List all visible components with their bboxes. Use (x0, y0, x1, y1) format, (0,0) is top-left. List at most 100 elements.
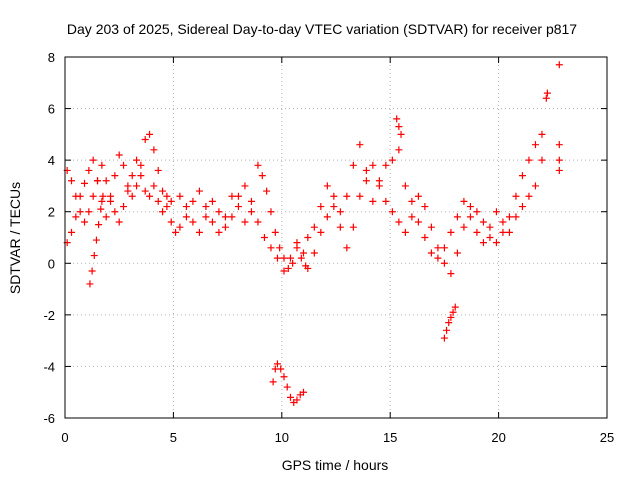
data-point (120, 161, 128, 169)
data-point (221, 213, 229, 221)
data-point (68, 228, 76, 236)
data-point (94, 177, 102, 185)
data-point (189, 197, 197, 205)
data-point (356, 141, 364, 149)
series-c (86, 192, 107, 288)
data-point (81, 179, 89, 187)
data-point (176, 192, 184, 200)
x-tick-label: 5 (170, 430, 177, 445)
data-point (499, 228, 507, 236)
data-point (254, 218, 262, 226)
data-point (141, 136, 149, 144)
data-points (63, 61, 563, 407)
data-point (89, 156, 97, 164)
data-point (92, 236, 100, 244)
data-point (146, 130, 154, 138)
data-point (299, 388, 307, 396)
data-point (479, 239, 487, 247)
data-point (241, 182, 249, 190)
data-point (182, 213, 190, 221)
data-point (283, 383, 291, 391)
data-point (273, 254, 281, 262)
data-point (542, 94, 550, 102)
data-point (277, 365, 285, 373)
data-point (76, 208, 84, 216)
data-point (159, 208, 167, 216)
data-point (286, 393, 294, 401)
data-point (89, 192, 97, 200)
data-point (263, 187, 271, 195)
series-g (304, 94, 550, 278)
data-point (440, 334, 448, 342)
plot-frame (64, 56, 608, 419)
data-point (99, 192, 107, 200)
data-point (284, 264, 292, 272)
series-b (63, 156, 175, 226)
data-point (460, 223, 468, 231)
data-point (163, 203, 171, 211)
data-point (447, 313, 455, 321)
data-point (505, 213, 513, 221)
data-point (267, 208, 275, 216)
data-point (267, 244, 275, 252)
data-point (393, 115, 401, 123)
data-point (215, 228, 223, 236)
data-point (85, 208, 93, 216)
data-point (163, 192, 171, 200)
data-point (408, 197, 416, 205)
data-point (512, 213, 520, 221)
data-point (111, 172, 119, 180)
data-point (154, 166, 162, 174)
data-point (427, 249, 435, 257)
data-point (427, 223, 435, 231)
data-point (72, 213, 80, 221)
data-point (276, 244, 284, 252)
data-point (382, 197, 390, 205)
data-point (234, 203, 242, 211)
data-point (538, 156, 546, 164)
data-point (492, 239, 500, 247)
x-tick-label: 0 (61, 430, 68, 445)
data-point (414, 218, 422, 226)
data-point (473, 208, 481, 216)
data-point (440, 259, 448, 267)
data-point (98, 161, 106, 169)
data-point (228, 192, 236, 200)
data-point (401, 228, 409, 236)
data-point (273, 360, 281, 368)
data-point (555, 61, 563, 69)
data-point (182, 203, 190, 211)
data-point (330, 203, 338, 211)
data-point (167, 218, 175, 226)
data-point (241, 218, 249, 226)
data-point (323, 213, 331, 221)
data-point (362, 166, 370, 174)
data-point (85, 166, 93, 174)
data-point (172, 228, 180, 236)
data-point (486, 223, 494, 231)
data-point (434, 244, 442, 252)
data-point (499, 218, 507, 226)
data-point (115, 151, 123, 159)
x-axis-label: GPS time / hours (282, 457, 389, 473)
x-tick-label: 20 (491, 430, 505, 445)
data-point (128, 172, 136, 180)
data-point (310, 249, 318, 257)
data-point (447, 228, 455, 236)
data-point (280, 267, 288, 275)
data-point (137, 161, 145, 169)
data-point (445, 319, 453, 327)
x-tick-label: 25 (600, 430, 614, 445)
data-point (525, 192, 533, 200)
series-j (393, 61, 563, 174)
data-point (421, 203, 429, 211)
data-point (388, 156, 396, 164)
data-point (137, 172, 145, 180)
data-point (176, 223, 184, 231)
data-point (120, 203, 128, 211)
y-tick-label: 0 (48, 256, 55, 271)
data-point (434, 254, 442, 262)
series-e (176, 161, 310, 272)
data-point (247, 197, 255, 205)
